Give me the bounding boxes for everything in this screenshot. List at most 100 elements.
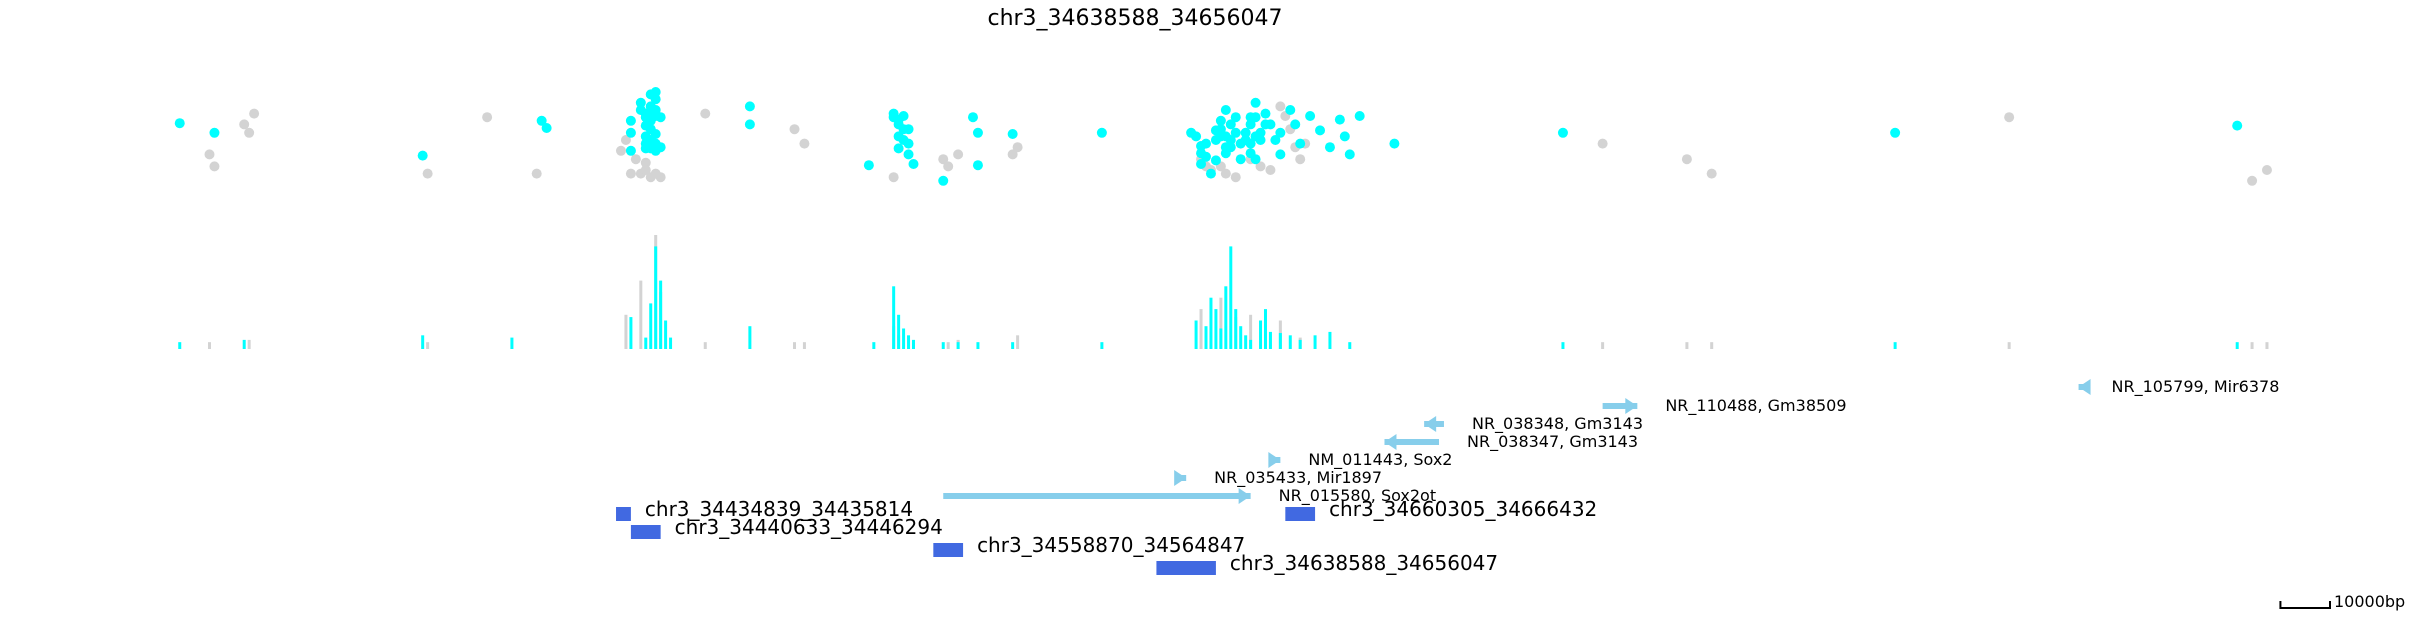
coverage-bar-highlighted [1100, 342, 1104, 349]
coverage-bar-background [1685, 342, 1689, 349]
scatter-point-highlighted [625, 127, 636, 138]
scatter-point-highlighted [541, 123, 552, 133]
scatter-point-background [2261, 165, 2272, 175]
scatter-point-highlighted [1275, 127, 1286, 138]
region-box [616, 507, 631, 521]
scatter-point-background [789, 124, 800, 135]
scatter-point-highlighted [893, 143, 904, 154]
coverage-bar-background [1199, 309, 1203, 349]
scatter-point-highlighted [903, 124, 914, 135]
gene-body [1602, 403, 1638, 409]
gene-strand-arrow [1268, 452, 1281, 468]
coverage-bar-highlighted [649, 303, 653, 349]
coverage-bar-background [2265, 342, 2269, 349]
scatter-point-background [209, 161, 220, 172]
coverage-bar-background [247, 339, 251, 349]
scatter-point-highlighted [635, 97, 646, 108]
scatter-point-background [2247, 175, 2258, 186]
coverage-bar-background [2250, 342, 2254, 349]
coverage-bar-highlighted [748, 326, 752, 349]
gene-strand-arrow [1174, 470, 1187, 486]
coverage-bar-highlighted [178, 342, 182, 349]
region-box [1285, 507, 1316, 521]
coverage-bar-highlighted [1244, 335, 1248, 349]
scatter-track [174, 87, 2272, 186]
scatter-point-background [1681, 154, 1692, 165]
scatter-point-highlighted [1205, 168, 1216, 179]
scale-bar: 10000bp [2279, 592, 2405, 611]
scatter-point-highlighted [1225, 142, 1236, 153]
scatter-point-background [615, 145, 626, 156]
coverage-bar-background [426, 342, 430, 349]
scatter-point-background [700, 108, 711, 119]
coverage-bar-highlighted [1224, 286, 1228, 349]
scatter-point-highlighted [1324, 142, 1335, 153]
scatter-point-highlighted [1230, 127, 1241, 138]
region-label: chr3_34558870_34564847 [977, 533, 1245, 557]
scatter-point-highlighted [417, 150, 428, 161]
scatter-point-highlighted [1201, 151, 1211, 162]
scatter-point-background [422, 168, 433, 179]
gene-body [943, 493, 1251, 499]
coverage-bar-background [703, 342, 707, 349]
coverage-bar-highlighted [907, 335, 911, 349]
scatter-point-background [799, 138, 810, 149]
coverage-bar-highlighted [2235, 342, 2239, 349]
coverage-bar-highlighted [664, 320, 668, 349]
coverage-bar-highlighted [1011, 342, 1015, 349]
coverage-bar-background [1219, 297, 1223, 349]
scatter-point-highlighted [1210, 155, 1221, 166]
gene-body [1384, 439, 1440, 445]
scatter-point-background [531, 168, 542, 179]
scatter-point-background [1230, 172, 1241, 183]
gene-strand-arrow [2078, 379, 2091, 395]
coverage-bar-highlighted [659, 280, 663, 349]
gene-strand-arrow [1625, 398, 1638, 414]
scatter-point-background [938, 154, 949, 165]
figure-title: chr3_34638588_34656047 [987, 6, 1282, 31]
gene-label: NR_038347, Gm3143 [1467, 432, 1638, 452]
scatter-point-background [2004, 112, 2015, 123]
coverage-bar-highlighted [1249, 339, 1253, 349]
scatter-point-highlighted [1265, 119, 1276, 130]
scatter-point-highlighted [1201, 138, 1211, 149]
region-label: chr3_34440633_34446294 [675, 515, 943, 539]
scatter-point-highlighted [1295, 138, 1306, 149]
scale-bar-label: 10000bp [2334, 592, 2405, 611]
region-label: chr3_34638588_34656047 [1230, 551, 1498, 575]
scatter-point-background [1220, 168, 1231, 179]
coverage-bar-highlighted [644, 337, 648, 349]
scatter-point-background [1255, 161, 1266, 172]
coverage-bar-background [1016, 335, 1020, 349]
scatter-point-highlighted [1196, 159, 1207, 169]
scatter-point-highlighted [1215, 115, 1226, 126]
scatter-point-highlighted [1191, 131, 1202, 142]
scatter-point-background [482, 112, 493, 123]
scatter-point-highlighted [898, 111, 909, 121]
scatter-point-background [1275, 101, 1286, 112]
scatter-point-background [239, 119, 250, 130]
scatter-point-background [1012, 142, 1023, 153]
scatter-point-highlighted [1250, 97, 1261, 108]
coverage-bar-highlighted [1239, 326, 1243, 349]
scatter-point-highlighted [650, 87, 661, 97]
scatter-point-background [630, 154, 641, 165]
coverage-bar-background [946, 342, 950, 349]
scatter-point-background [655, 172, 666, 183]
scatter-point-highlighted [1007, 129, 1018, 139]
scatter-point-background [943, 161, 954, 172]
coverage-bar-highlighted [1204, 326, 1208, 349]
coverage-bar-highlighted [1234, 309, 1238, 349]
coverage-bar-highlighted [956, 342, 960, 349]
scatter-point-highlighted [1275, 149, 1286, 160]
gene-label: NM_011443, Sox2 [1308, 450, 1452, 470]
gene-label: NR_038348, Gm3143 [1472, 414, 1643, 434]
scatter-point-highlighted [1389, 138, 1400, 149]
scatter-point-background [1597, 138, 1608, 149]
coverage-bar-highlighted [1268, 331, 1272, 349]
scatter-point-background [888, 172, 899, 183]
scatter-point-highlighted [1096, 127, 1107, 138]
scatter-point-highlighted [1225, 119, 1236, 130]
scatter-point-highlighted [938, 175, 949, 186]
coverage-bar-highlighted [1194, 320, 1198, 349]
